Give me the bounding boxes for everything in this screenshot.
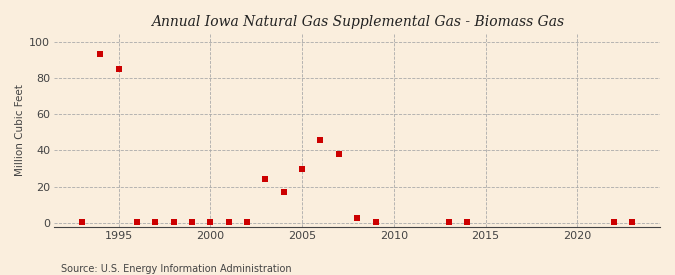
Point: [205, 220, 216, 224]
Point: [333, 152, 344, 156]
Point: [297, 166, 308, 171]
Point: [462, 220, 472, 224]
Title: Annual Iowa Natural Gas Supplemental Gas - Biomass Gas: Annual Iowa Natural Gas Supplemental Gas…: [151, 15, 564, 29]
Point: [278, 190, 289, 194]
Point: [223, 220, 234, 224]
Point: [76, 220, 87, 224]
Point: [315, 137, 326, 142]
Point: [260, 177, 271, 182]
Point: [627, 220, 638, 224]
Point: [95, 52, 105, 56]
Point: [352, 215, 362, 220]
Point: [186, 220, 197, 224]
Y-axis label: Million Cubic Feet: Million Cubic Feet: [15, 84, 25, 176]
Point: [132, 220, 142, 224]
Point: [242, 220, 252, 224]
Text: Source: U.S. Energy Information Administration: Source: U.S. Energy Information Administ…: [61, 264, 292, 274]
Point: [443, 220, 454, 224]
Point: [609, 220, 620, 224]
Point: [113, 67, 124, 71]
Point: [168, 220, 179, 224]
Point: [370, 220, 381, 224]
Point: [150, 220, 161, 224]
